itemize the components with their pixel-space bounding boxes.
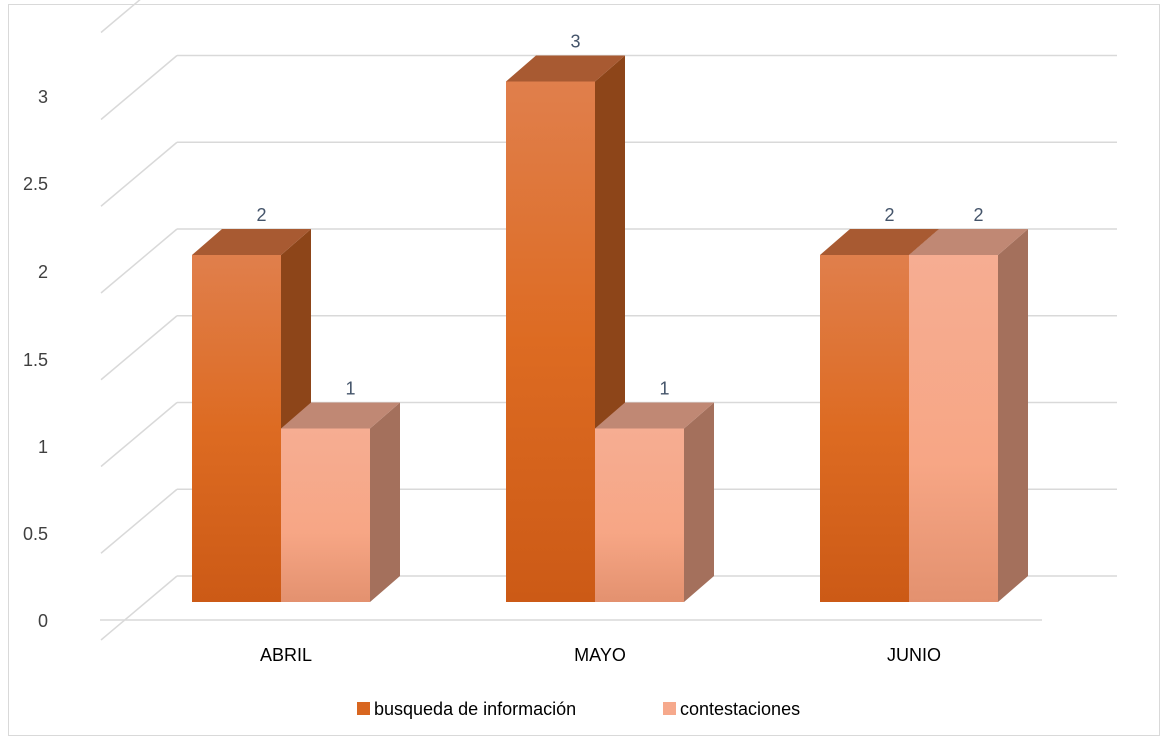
y-tick-label: 1 (38, 437, 48, 457)
legend-swatch (663, 702, 676, 715)
legend-label: contestaciones (680, 699, 800, 719)
data-label: 2 (256, 205, 266, 225)
y-tick-label: 1.5 (23, 350, 48, 370)
y-tick-label: 3 (38, 87, 48, 107)
gridline-side (100, 315, 178, 381)
data-label: 1 (659, 379, 669, 399)
data-label: 2 (884, 205, 894, 225)
axes: 0 0.5 1 1.5 2 2.5 3 ABRIL MAYO JUNIO (23, 87, 1042, 665)
data-labels: 2 1 3 1 2 2 (256, 32, 983, 399)
bar-top (909, 229, 1028, 255)
bar-front (595, 428, 684, 602)
gridline-side (100, 228, 178, 294)
gridline-side (100, 401, 178, 468)
bar-top (595, 402, 714, 429)
legend-swatch (357, 702, 370, 715)
bar-front (909, 255, 998, 602)
x-tick-label: ABRIL (260, 645, 312, 665)
data-label: 3 (570, 32, 580, 52)
y-tick-label: 2.5 (23, 174, 48, 194)
legend-label: busqueda de información (374, 699, 576, 719)
bar-side (998, 229, 1028, 602)
bar-front (506, 81, 595, 602)
gridline-side (100, 54, 178, 121)
bar-front (820, 255, 909, 602)
gridline-side-top (100, 0, 141, 34)
y-tick-label: 0 (38, 611, 48, 631)
y-tick-label: 2 (38, 262, 48, 282)
bar-side (684, 402, 714, 602)
gridline-side (100, 488, 178, 554)
data-label: 1 (345, 379, 355, 399)
bar-top (820, 229, 939, 255)
bar-top (192, 229, 311, 255)
bar-side (370, 402, 400, 602)
bar-top (281, 402, 400, 429)
x-tick-label: MAYO (574, 645, 626, 665)
bar-top (506, 55, 625, 82)
bar-front (281, 428, 370, 602)
gridline-side (100, 141, 178, 207)
x-tick-label: JUNIO (887, 645, 941, 665)
bars (192, 55, 1028, 602)
data-label: 2 (973, 205, 983, 225)
y-tick-label: 0.5 (23, 524, 48, 544)
legend: busqueda de información contestaciones (357, 699, 800, 719)
gridline-side (100, 575, 178, 641)
bar-front (192, 255, 281, 602)
